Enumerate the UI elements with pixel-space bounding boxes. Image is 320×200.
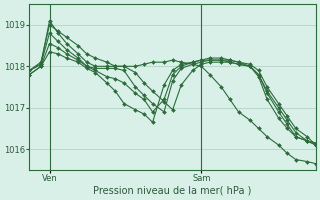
X-axis label: Pression niveau de la mer( hPa ): Pression niveau de la mer( hPa )	[93, 186, 252, 196]
